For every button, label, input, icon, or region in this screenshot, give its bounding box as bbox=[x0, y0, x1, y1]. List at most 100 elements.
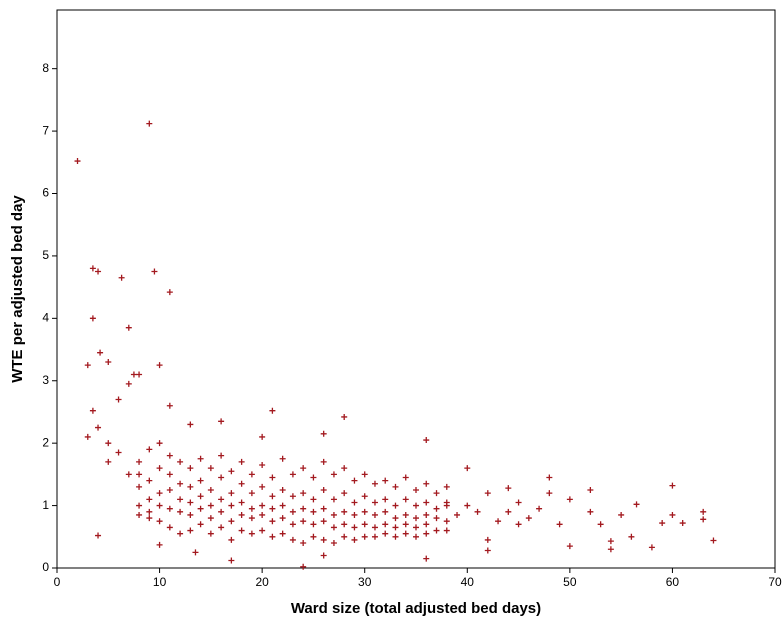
point bbox=[95, 532, 102, 539]
point bbox=[248, 505, 255, 512]
y-axis-title: WTE per adjusted bed day bbox=[9, 195, 26, 383]
point bbox=[351, 499, 358, 506]
point bbox=[310, 508, 317, 515]
point bbox=[89, 315, 96, 322]
point bbox=[136, 471, 143, 478]
point bbox=[371, 499, 378, 506]
point bbox=[443, 502, 450, 509]
point bbox=[443, 483, 450, 490]
point bbox=[146, 508, 153, 515]
point bbox=[300, 465, 307, 472]
point bbox=[248, 515, 255, 522]
point bbox=[413, 486, 419, 493]
x-tick-label: 30 bbox=[358, 575, 372, 589]
point bbox=[566, 543, 573, 550]
point bbox=[505, 485, 512, 492]
point bbox=[402, 496, 409, 503]
point bbox=[156, 490, 163, 497]
point bbox=[402, 474, 409, 481]
point bbox=[269, 493, 276, 500]
point bbox=[218, 524, 225, 531]
point bbox=[300, 563, 307, 570]
point bbox=[197, 505, 204, 512]
point bbox=[618, 511, 625, 518]
point bbox=[146, 515, 153, 522]
point bbox=[207, 502, 214, 509]
point bbox=[238, 458, 245, 465]
point bbox=[146, 446, 153, 453]
point bbox=[259, 483, 266, 490]
point bbox=[156, 518, 163, 525]
point bbox=[382, 496, 389, 503]
point bbox=[84, 433, 91, 440]
point bbox=[269, 518, 276, 525]
point bbox=[423, 511, 430, 518]
point bbox=[130, 371, 137, 378]
point bbox=[125, 471, 132, 478]
point bbox=[238, 499, 245, 506]
y-tick-label: 3 bbox=[42, 373, 49, 387]
point bbox=[187, 499, 194, 506]
point bbox=[207, 515, 214, 522]
point bbox=[341, 508, 348, 515]
x-tick-label: 0 bbox=[54, 575, 61, 589]
point bbox=[546, 474, 553, 481]
point bbox=[228, 536, 235, 543]
point bbox=[74, 158, 81, 165]
point bbox=[484, 490, 491, 497]
point bbox=[248, 490, 255, 497]
point bbox=[269, 533, 276, 540]
point bbox=[279, 502, 286, 509]
point bbox=[402, 530, 409, 537]
point bbox=[484, 536, 491, 543]
point bbox=[310, 521, 317, 528]
point bbox=[136, 502, 143, 509]
point bbox=[289, 493, 296, 500]
point bbox=[89, 407, 96, 414]
point bbox=[279, 486, 286, 493]
point bbox=[351, 511, 358, 518]
point bbox=[300, 518, 307, 525]
point bbox=[166, 289, 173, 296]
point bbox=[279, 530, 286, 537]
point bbox=[187, 483, 194, 490]
point bbox=[279, 515, 286, 522]
point bbox=[607, 546, 614, 553]
point bbox=[341, 413, 348, 420]
point bbox=[289, 536, 296, 543]
point bbox=[587, 508, 594, 515]
point bbox=[525, 515, 532, 522]
point bbox=[218, 452, 225, 459]
point bbox=[238, 480, 245, 487]
point bbox=[341, 533, 348, 540]
point bbox=[259, 511, 266, 518]
point bbox=[151, 268, 158, 275]
point bbox=[218, 474, 225, 481]
point bbox=[136, 511, 143, 518]
point bbox=[269, 505, 276, 512]
y-tick-label: 8 bbox=[42, 61, 49, 75]
point bbox=[156, 465, 163, 472]
point bbox=[648, 544, 655, 551]
y-tick-label: 2 bbox=[42, 435, 49, 449]
point bbox=[341, 490, 348, 497]
point bbox=[310, 474, 317, 481]
point bbox=[423, 555, 430, 562]
y-tick-label: 4 bbox=[42, 311, 49, 325]
point bbox=[320, 518, 327, 525]
point bbox=[105, 458, 112, 465]
point bbox=[413, 502, 419, 509]
point bbox=[443, 527, 450, 534]
point bbox=[218, 418, 225, 425]
point bbox=[330, 496, 337, 503]
point bbox=[89, 265, 96, 272]
point bbox=[187, 511, 194, 518]
y-tick-label: 6 bbox=[42, 186, 49, 200]
point bbox=[659, 520, 666, 527]
point bbox=[330, 524, 337, 531]
point bbox=[433, 505, 440, 512]
point bbox=[454, 511, 461, 518]
point bbox=[382, 530, 389, 537]
point bbox=[443, 518, 450, 525]
